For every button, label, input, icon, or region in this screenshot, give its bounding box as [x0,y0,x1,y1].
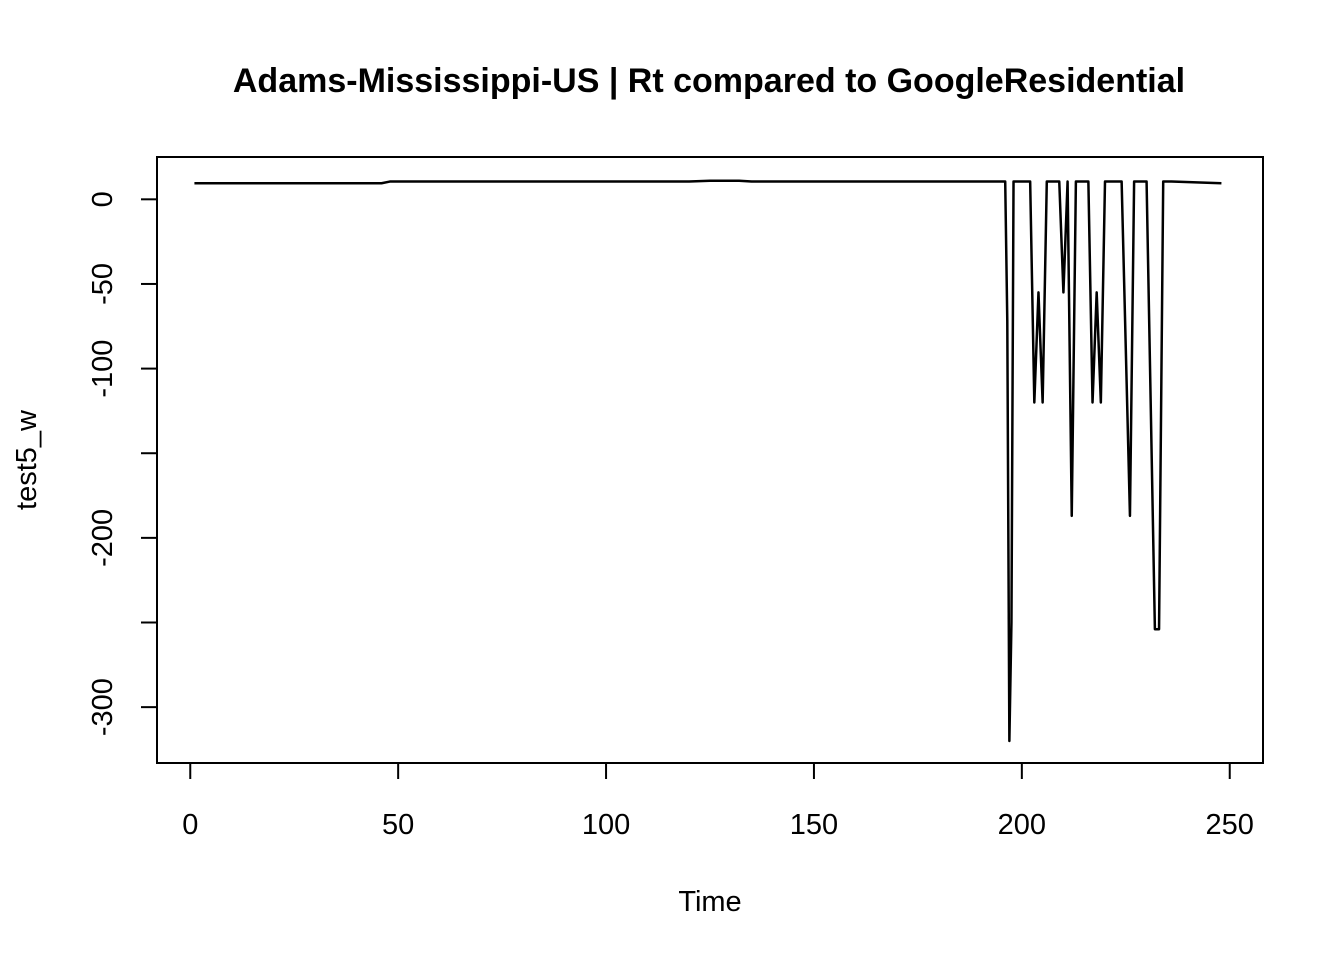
y-axis-title: test5_w [11,409,43,510]
series-line [194,179,1222,743]
x-axis-title: Time [678,886,741,918]
x-axis: 0 50 100 150 200 250 [182,762,1254,841]
x-tick-label: 50 [382,809,414,841]
y-tick-label: -100 [87,340,119,398]
x-tick-label: 100 [582,809,630,841]
y-tick-label: -50 [87,263,119,305]
y-tick-label: 0 [87,191,119,207]
series-group [194,179,1222,743]
y-tick-label: -200 [87,509,119,567]
x-tick-label: 150 [790,809,838,841]
y-tick-label: -300 [87,678,119,736]
x-tick-label: 250 [1206,809,1254,841]
plot-area-frame [156,156,1264,764]
chart-title: Adams-Mississippi-US | Rt compared to Go… [233,62,1185,100]
x-tick-label: 0 [182,809,198,841]
x-tick-label: 200 [998,809,1046,841]
y-axis: 0 -50 -100 -200 -300 [87,191,158,736]
